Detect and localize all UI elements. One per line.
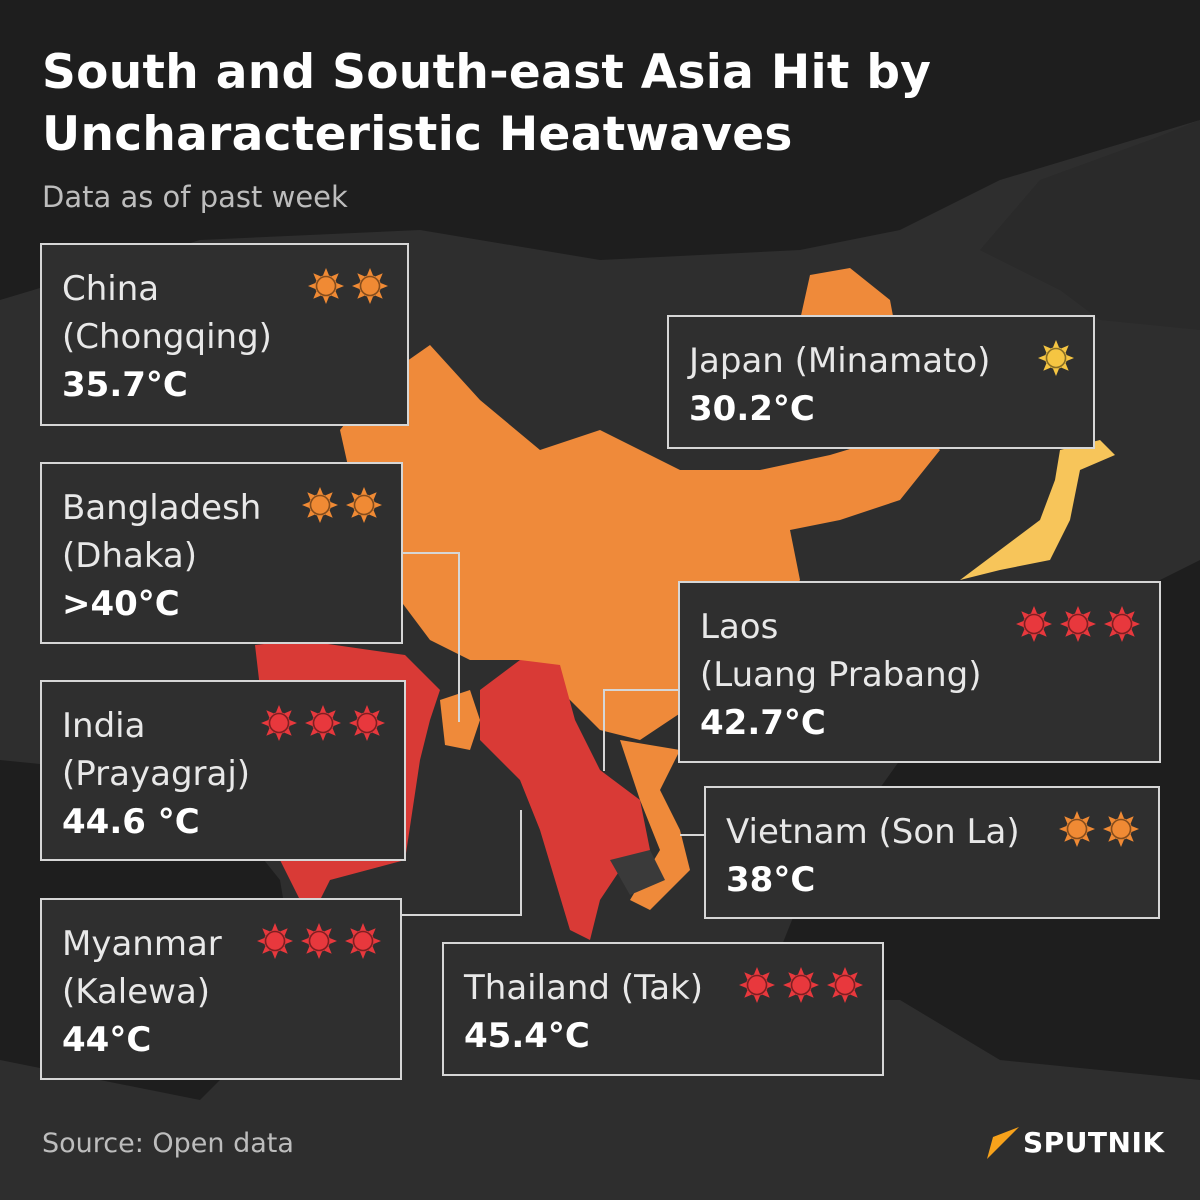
source-note: Source: Open data (42, 1128, 294, 1159)
sun-rating (307, 267, 389, 309)
sun-rating (738, 966, 864, 1008)
sun-rating (1037, 339, 1075, 381)
japan-region (960, 440, 1115, 580)
temperature: 30.2°C (689, 389, 815, 429)
country: Laos (700, 607, 779, 647)
location-card-bangladesh: Bangladesh (Dhaka) >40°C (40, 462, 403, 644)
page-title: South and South-east Asia Hit by Unchara… (42, 45, 932, 162)
connector-vietnam (680, 834, 705, 836)
temperature: 35.7°C (62, 365, 188, 405)
country: China (62, 269, 160, 309)
sun-icon (348, 704, 386, 746)
sun-icon (304, 704, 342, 746)
temperature: 38°C (726, 860, 816, 900)
city: (Son La) (878, 812, 1020, 852)
connector-bangladesh (402, 552, 460, 722)
city: (Kalewa) (62, 972, 211, 1012)
sun-icon (1102, 810, 1140, 852)
temperature: 44°C (62, 1020, 152, 1060)
sun-rating (1058, 810, 1140, 852)
temperature: >40°C (62, 584, 180, 624)
sun-rating (301, 486, 383, 528)
subtitle: Data as of past week (42, 180, 348, 214)
location-card-india: India (Prayagraj) 44.6 °C (40, 680, 406, 861)
sputnik-arrow-icon (987, 1127, 1019, 1159)
location-card-china: China (Chongqing) 35.7°C (40, 243, 409, 426)
city: (Tak) (620, 968, 704, 1008)
russia-region (980, 120, 1200, 330)
connector-laos (603, 689, 679, 771)
sun-rating (256, 922, 382, 964)
sun-icon (1015, 605, 1053, 647)
vietnam-region (620, 740, 690, 910)
temperature: 44.6 °C (62, 802, 200, 842)
sun-icon (351, 267, 389, 309)
temperature: 42.7°C (700, 703, 826, 743)
country: Vietnam (726, 812, 868, 852)
myanmar-thailand-region (480, 660, 650, 940)
location-card-vietnam: Vietnam (Son La) 38°C (704, 786, 1160, 919)
sputnik-logo: SPUTNIK (985, 1125, 1165, 1159)
sun-icon (1059, 605, 1097, 647)
city: (Prayagraj) (62, 754, 251, 794)
city: (Luang Prabang) (700, 655, 982, 695)
sun-icon (260, 704, 298, 746)
cambodia-region (610, 850, 665, 895)
bangladesh-region (440, 690, 480, 750)
sun-icon (344, 922, 382, 964)
temperature: 45.4°C (464, 1016, 590, 1056)
connector-myanmar (401, 810, 522, 916)
sun-icon (256, 922, 294, 964)
city: (Dhaka) (62, 536, 198, 576)
country: India (62, 706, 146, 746)
location-card-thailand: Thailand (Tak) 45.4°C (442, 942, 884, 1076)
sun-icon (1037, 339, 1075, 381)
logo-text: SPUTNIK (1023, 1125, 1165, 1159)
country: Japan (689, 341, 784, 381)
china-region (340, 268, 940, 740)
sun-icon (1058, 810, 1096, 852)
sun-icon (301, 486, 339, 528)
location-card-myanmar: Myanmar (Kalewa) 44°C (40, 898, 402, 1080)
city: (Minamato) (794, 341, 991, 381)
sun-icon (345, 486, 383, 528)
sun-icon (826, 966, 864, 1008)
sun-icon (300, 922, 338, 964)
sun-rating (1015, 605, 1141, 647)
sun-icon (738, 966, 776, 1008)
country: Thailand (464, 968, 611, 1008)
location-card-laos: Laos (Luang Prabang) 42.7°C (678, 581, 1161, 763)
sun-icon (307, 267, 345, 309)
sun-icon (1103, 605, 1141, 647)
sun-rating (260, 704, 386, 746)
country: Myanmar (62, 924, 222, 964)
location-card-japan: Japan (Minamato) 30.2°C (667, 315, 1095, 449)
sun-icon (782, 966, 820, 1008)
city: (Chongqing) (62, 317, 272, 357)
country: Bangladesh (62, 488, 262, 528)
